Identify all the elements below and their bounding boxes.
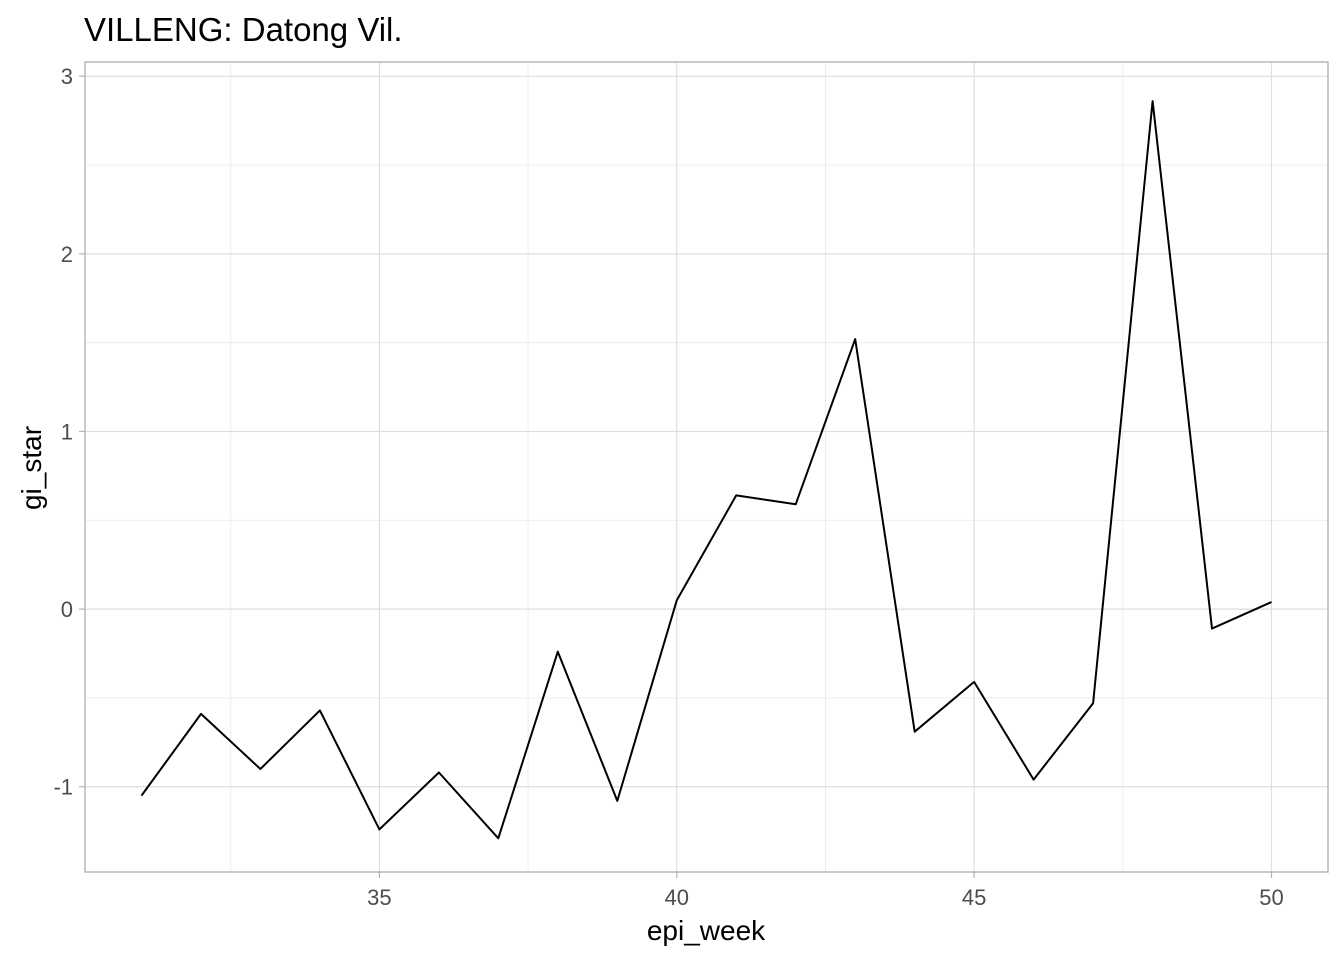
y-tick-label-3: 2 — [61, 242, 73, 267]
y-tick-label-4: 3 — [61, 64, 73, 89]
x-tick-label-1: 40 — [665, 885, 689, 910]
x-axis-tick-labels: 35 40 45 50 — [367, 885, 1284, 910]
y-axis-tick-labels: -1 0 1 2 3 — [53, 64, 73, 800]
axis-ticks — [79, 75, 1273, 878]
plot-panel — [84, 61, 1329, 873]
x-tick-label-2: 45 — [962, 885, 986, 910]
x-tick-label-0: 35 — [367, 885, 391, 910]
series-line — [140, 100, 1272, 840]
chart-title: VILLENG: Datong Vil. — [84, 11, 403, 48]
y-tick-label-1: 0 — [61, 597, 73, 622]
y-tick-label-0: -1 — [53, 775, 73, 800]
minor-gridlines — [85, 62, 1328, 872]
y-tick-label-2: 1 — [61, 419, 73, 444]
major-gridlines — [85, 62, 1328, 872]
y-axis-title: gi_star — [16, 426, 47, 510]
x-axis-title: epi_week — [647, 915, 766, 946]
x-tick-label-3: 50 — [1259, 885, 1283, 910]
